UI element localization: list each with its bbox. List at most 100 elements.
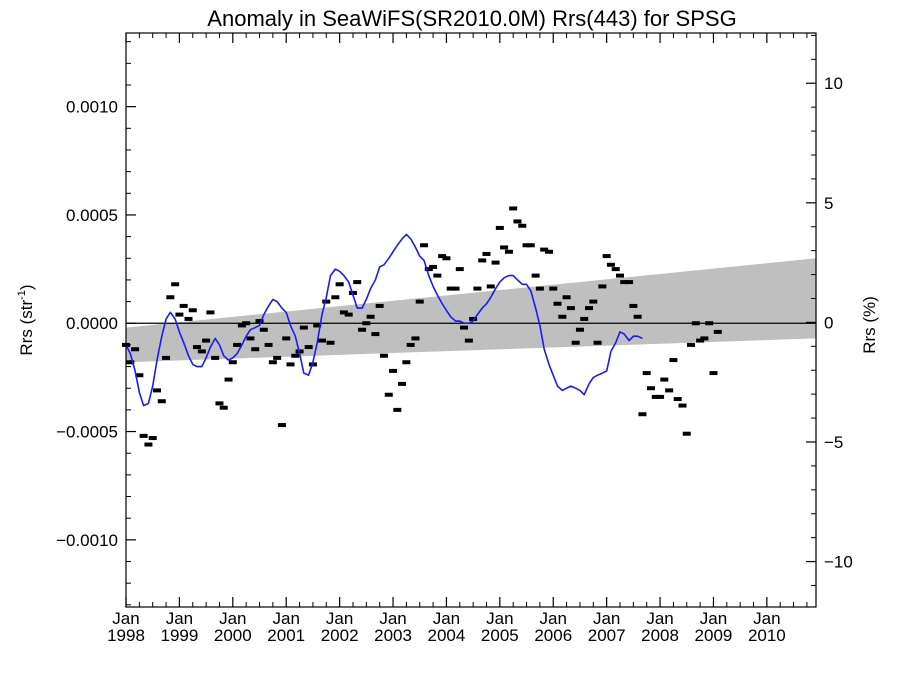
x-tick-month-label: Jan (166, 609, 193, 628)
data-point (669, 358, 678, 363)
x-tick-month-label: Jan (753, 609, 780, 628)
data-point (638, 412, 647, 417)
data-point (389, 368, 398, 373)
data-point (171, 282, 180, 287)
data-point (598, 284, 607, 289)
x-tick-month-label: Jan (326, 609, 353, 628)
data-point (144, 442, 153, 447)
data-point (646, 386, 655, 391)
data-point (553, 301, 562, 306)
data-point (344, 312, 353, 317)
data-point (620, 280, 629, 285)
y-left-tick-label: −0.0005 (56, 423, 118, 442)
data-point (251, 347, 260, 352)
data-point (215, 401, 224, 406)
data-point (304, 345, 313, 350)
data-point (558, 314, 567, 319)
data-point (317, 338, 326, 343)
data-point (616, 273, 625, 278)
data-point (335, 282, 344, 287)
data-point (611, 267, 620, 272)
data-point (206, 310, 215, 315)
data-point (264, 342, 273, 347)
data-point (455, 267, 464, 272)
data-point (429, 264, 438, 269)
y-right-tick-label: 0 (824, 313, 833, 332)
x-tick-year-label: 2010 (748, 626, 786, 645)
x-tick-month-label: Jan (273, 609, 300, 628)
y-left-tick-label: 0.0010 (66, 98, 118, 117)
data-point (406, 342, 415, 347)
data-point (673, 397, 682, 402)
data-point (433, 273, 442, 278)
data-point (446, 286, 455, 291)
data-point (197, 349, 206, 354)
data-point (691, 321, 700, 326)
data-point (482, 251, 491, 256)
data-point (184, 316, 193, 321)
data-point (384, 392, 393, 397)
data-point (152, 388, 161, 393)
data-point (656, 394, 665, 399)
data-point (131, 347, 140, 352)
data-point (233, 342, 242, 347)
trend-band (126, 258, 816, 363)
data-point (513, 219, 522, 224)
data-point (580, 316, 589, 321)
data-point (402, 360, 411, 365)
data-point (478, 258, 487, 263)
x-tick-year-label: 2002 (321, 626, 359, 645)
data-point (242, 321, 251, 326)
data-point (682, 431, 691, 436)
chart-title: Anomaly in SeaWiFS(SR2010.0M) Rrs(443) f… (207, 6, 736, 31)
x-tick-year-label: 2008 (641, 626, 679, 645)
data-point (642, 371, 651, 376)
x-tick-year-label: 2001 (267, 626, 305, 645)
data-point (175, 312, 184, 317)
x-tick-month-label: Jan (593, 609, 620, 628)
data-point (202, 338, 211, 343)
data-point (709, 371, 718, 376)
data-point (424, 267, 433, 272)
x-tick-year-label: 2009 (695, 626, 733, 645)
data-point (193, 345, 202, 350)
x-tick-year-label: 2007 (588, 626, 626, 645)
data-point (535, 286, 544, 291)
data-point (228, 360, 237, 365)
data-point (286, 362, 295, 367)
data-point (393, 407, 402, 412)
data-point (438, 254, 447, 259)
data-point (379, 353, 388, 358)
data-point (219, 405, 228, 410)
data-point (148, 436, 157, 441)
x-tick-month-label: Jan (112, 609, 139, 628)
data-point (224, 377, 233, 382)
data-point (277, 423, 286, 428)
data-point (469, 316, 478, 321)
data-point (540, 247, 549, 252)
x-tick-month-label: Jan (700, 609, 727, 628)
x-tick-year-label: 2006 (534, 626, 572, 645)
data-point (268, 360, 277, 365)
data-point (625, 280, 634, 285)
x-tick-month-label: Jan (379, 609, 406, 628)
data-point (678, 403, 687, 408)
data-point (135, 373, 144, 378)
data-point (606, 262, 615, 267)
y-right-tick-label: −10 (824, 553, 853, 572)
y-right-tick-label: 10 (824, 74, 843, 93)
data-point (509, 206, 518, 211)
data-point (411, 336, 420, 341)
data-point (371, 332, 380, 337)
data-point (259, 327, 268, 332)
data-point (291, 353, 300, 358)
data-point (464, 338, 473, 343)
x-tick-year-label: 2003 (374, 626, 412, 645)
data-point (549, 286, 558, 291)
data-point (162, 355, 171, 360)
data-point (629, 303, 638, 308)
data-point (486, 284, 495, 289)
data-point (237, 323, 246, 328)
data-point (687, 342, 696, 347)
